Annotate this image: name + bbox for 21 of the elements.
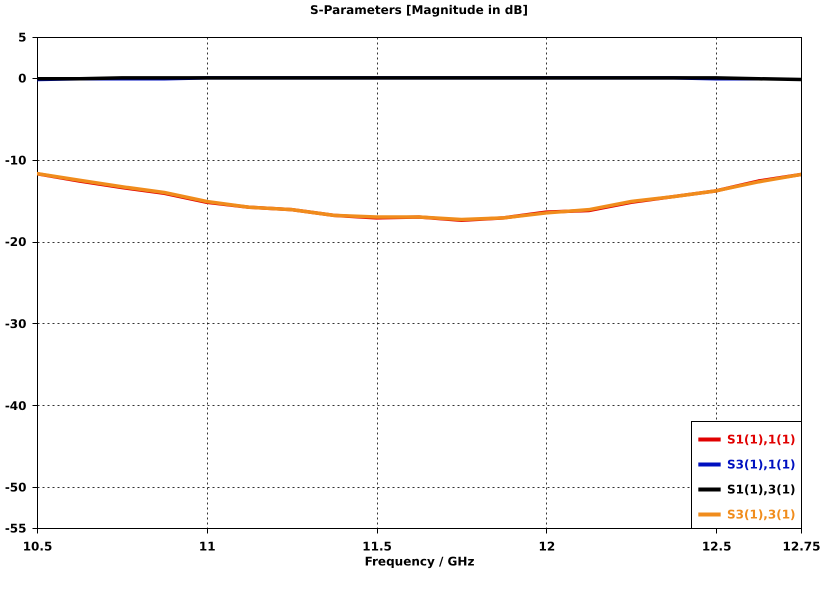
x-tick-label: 11	[198, 540, 216, 554]
x-tick-label: 12	[538, 540, 556, 554]
legend-label: S1(1),3(1)	[727, 482, 796, 496]
x-tick-label: 12.5	[702, 540, 732, 554]
x-tick-label: 10.5	[22, 540, 52, 554]
legend-label: S1(1),1(1)	[727, 432, 796, 446]
x-axis-title: Frequency / GHz	[364, 554, 474, 568]
line-series	[37, 172, 801, 222]
y-tick-label: 0	[18, 71, 26, 86]
y-tick-label: -40	[4, 398, 26, 413]
legend-label: S3(1),3(1)	[727, 508, 796, 522]
y-tick-label: -30	[4, 316, 26, 331]
x-tick-label: 11.5	[362, 540, 392, 554]
x-tick-label: 12.75	[782, 540, 820, 554]
y-tick-label: -10	[4, 153, 26, 168]
y-tick-label: -50	[4, 480, 26, 495]
y-tick-label: 5	[18, 30, 26, 44]
y-tick-label: -55	[4, 522, 26, 536]
legend-label: S3(1),1(1)	[727, 458, 796, 472]
y-tick-label: -20	[4, 235, 26, 250]
chart-title: S-Parameters [Magnitude in dB]	[310, 3, 528, 17]
